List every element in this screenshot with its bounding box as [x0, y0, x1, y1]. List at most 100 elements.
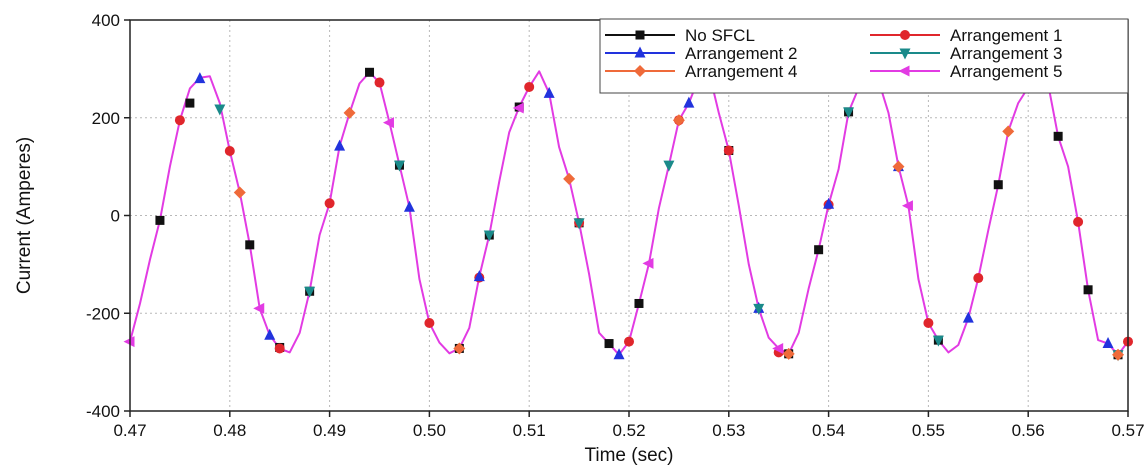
legend-label: Arrangement 1: [950, 26, 1062, 45]
data-point-marker: [782, 347, 795, 360]
series-arrangement-4: [233, 106, 1125, 361]
data-point-marker: [334, 139, 346, 151]
data-point-marker: [753, 303, 765, 315]
legend-item: Arrangement 4: [605, 62, 797, 81]
data-point-marker: [473, 270, 485, 282]
series-arrangement-2: [194, 72, 1114, 360]
x-tick-label: 0.57: [1111, 421, 1144, 440]
y-tick-label: 200: [92, 109, 120, 128]
series-arrangement-1: [174, 75, 1133, 358]
x-tick-label: 0.48: [213, 421, 246, 440]
x-tick-label: 0.50: [413, 421, 446, 440]
data-point-marker: [194, 72, 206, 84]
data-point-marker: [1112, 348, 1125, 361]
legend-marker: [898, 65, 910, 77]
y-tick-label: -200: [86, 304, 120, 323]
data-point-marker: [483, 230, 495, 242]
data-point-marker: [123, 336, 135, 348]
data-point-marker: [573, 218, 585, 230]
x-tick-label: 0.54: [812, 421, 845, 440]
legend-box: [599, 18, 1129, 94]
legend-marker: [900, 30, 910, 40]
current-curve-layer: [129, 70, 1129, 356]
data-point-marker: [892, 160, 905, 173]
data-point-marker: [1073, 216, 1084, 227]
data-point-marker: [512, 102, 524, 114]
legend-marker: [635, 30, 645, 40]
data-point-marker: [245, 240, 255, 250]
data-point-marker: [932, 335, 944, 347]
legend-item: No SFCL: [605, 26, 755, 45]
data-point-marker: [382, 117, 394, 129]
x-axis-label: Time (sec): [584, 445, 673, 466]
data-point-marker: [403, 200, 415, 212]
data-point-marker: [683, 96, 695, 108]
x-tick-label: 0.47: [113, 421, 146, 440]
x-tick-label: 0.49: [313, 421, 346, 440]
y-tick-label: -400: [86, 402, 120, 421]
data-point-marker: [174, 115, 185, 126]
data-point-marker: [1102, 337, 1114, 349]
x-tick-label: 0.53: [712, 421, 745, 440]
data-point-marker: [923, 318, 934, 329]
current-waveform-line: [129, 70, 1129, 356]
data-point-marker: [304, 286, 316, 298]
data-point-marker: [563, 172, 576, 185]
data-point-marker: [604, 339, 614, 349]
data-point-marker: [365, 67, 375, 77]
data-point-marker: [1053, 131, 1063, 141]
legend-marker: [634, 46, 646, 58]
data-point-marker: [185, 98, 195, 108]
data-point-marker: [642, 257, 654, 269]
x-tick-label: 0.51: [513, 421, 546, 440]
y-tick-label: 0: [111, 207, 120, 226]
data-point-marker: [962, 311, 974, 323]
data-point-marker: [772, 342, 784, 354]
y-tick-label: 400: [92, 11, 120, 30]
x-tick-label: 0.56: [1012, 421, 1045, 440]
data-point-marker: [1083, 285, 1093, 295]
data-point-marker: [453, 342, 466, 355]
data-point-marker: [1002, 125, 1015, 138]
data-point-marker: [814, 245, 824, 255]
series-markers: [123, 67, 1133, 362]
data-point-marker: [543, 86, 555, 98]
legend-item: Arrangement 5: [870, 62, 1062, 81]
data-point-marker: [233, 186, 246, 199]
legend-label: Arrangement 5: [950, 62, 1062, 81]
data-point-marker: [224, 145, 235, 156]
data-point-marker: [324, 198, 335, 209]
data-point-marker: [214, 104, 226, 116]
data-point-marker: [663, 160, 675, 172]
data-point-marker: [823, 197, 835, 209]
legend-label: Arrangement 2: [685, 44, 797, 63]
x-tick-label: 0.52: [612, 421, 645, 440]
legend-label: Arrangement 3: [950, 44, 1062, 63]
data-point-marker: [843, 107, 855, 119]
series-no-sfcl: [155, 67, 1123, 360]
data-point-marker: [524, 81, 535, 92]
legend-label: No SFCL: [685, 26, 755, 45]
legend-marker: [634, 65, 646, 77]
data-point-marker: [993, 180, 1003, 190]
legend-marker: [899, 48, 911, 60]
data-point-marker: [723, 145, 734, 156]
legend-item: Arrangement 2: [605, 44, 797, 63]
data-point-marker: [343, 106, 356, 119]
data-point-marker: [393, 160, 405, 172]
data-point-marker: [672, 114, 685, 127]
data-point-marker: [613, 348, 625, 360]
legend-item: Arrangement 1: [870, 26, 1062, 45]
legend-label: Arrangement 4: [685, 62, 797, 81]
y-axis-label: Current (Amperes): [14, 137, 35, 294]
x-tick-label: 0.55: [912, 421, 945, 440]
data-point-marker: [634, 298, 644, 308]
data-point-marker: [274, 343, 285, 354]
data-point-marker: [424, 318, 435, 329]
legend-item: Arrangement 3: [870, 44, 1062, 63]
data-point-marker: [155, 215, 165, 225]
series-arrangement-3: [214, 82, 1124, 362]
data-point-marker: [973, 273, 984, 284]
